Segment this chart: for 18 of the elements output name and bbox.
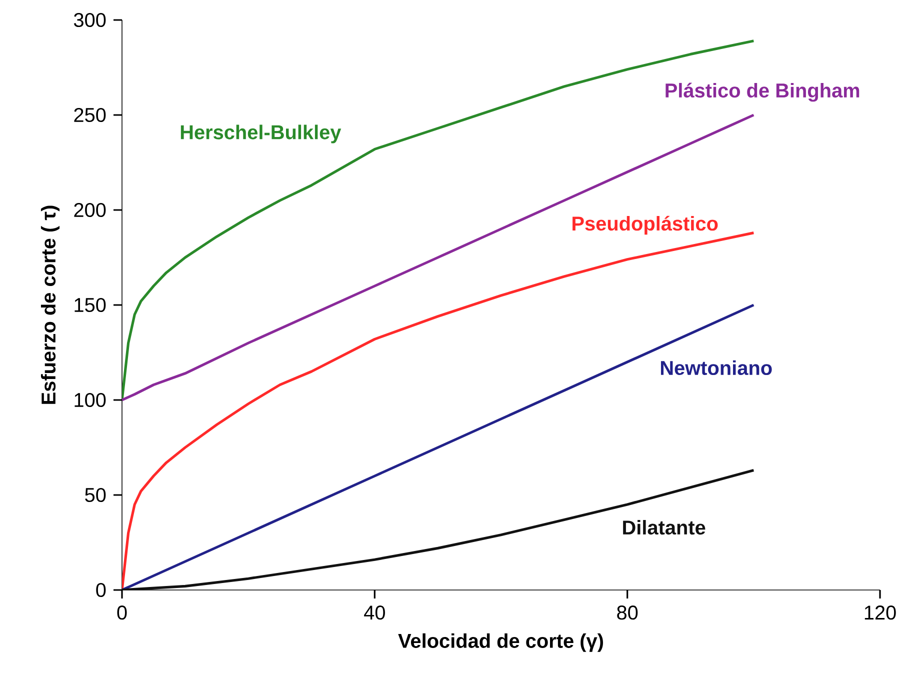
y-tick-label: 150 xyxy=(74,298,106,312)
x-tick-label: 120 xyxy=(864,606,896,620)
x-axis-title: Velocidad de corte (γ) xyxy=(398,633,603,652)
y-tick-label: 100 xyxy=(74,392,106,408)
x-tick-label: 0 xyxy=(117,606,127,620)
series-label: Pseudoplástico xyxy=(572,216,718,235)
x-tick-label: 40 xyxy=(364,606,385,620)
y-tick-label: 200 xyxy=(74,202,106,218)
y-tick-label: 50 xyxy=(85,488,106,502)
y-tick-label: 300 xyxy=(74,12,106,28)
y-tick-label: 250 xyxy=(74,108,106,122)
series-label: Newtoniano xyxy=(660,360,772,376)
series-label: Plástico de Bingham xyxy=(666,82,860,102)
y-tick-label: 0 xyxy=(96,582,106,598)
series-label: Herschel-Bulkley xyxy=(180,124,342,144)
y-axis-title: Esfuerzo de corte ( τ) xyxy=(40,206,60,404)
x-tick-label: 80 xyxy=(617,606,638,620)
series-label: Dilatante xyxy=(623,520,706,535)
